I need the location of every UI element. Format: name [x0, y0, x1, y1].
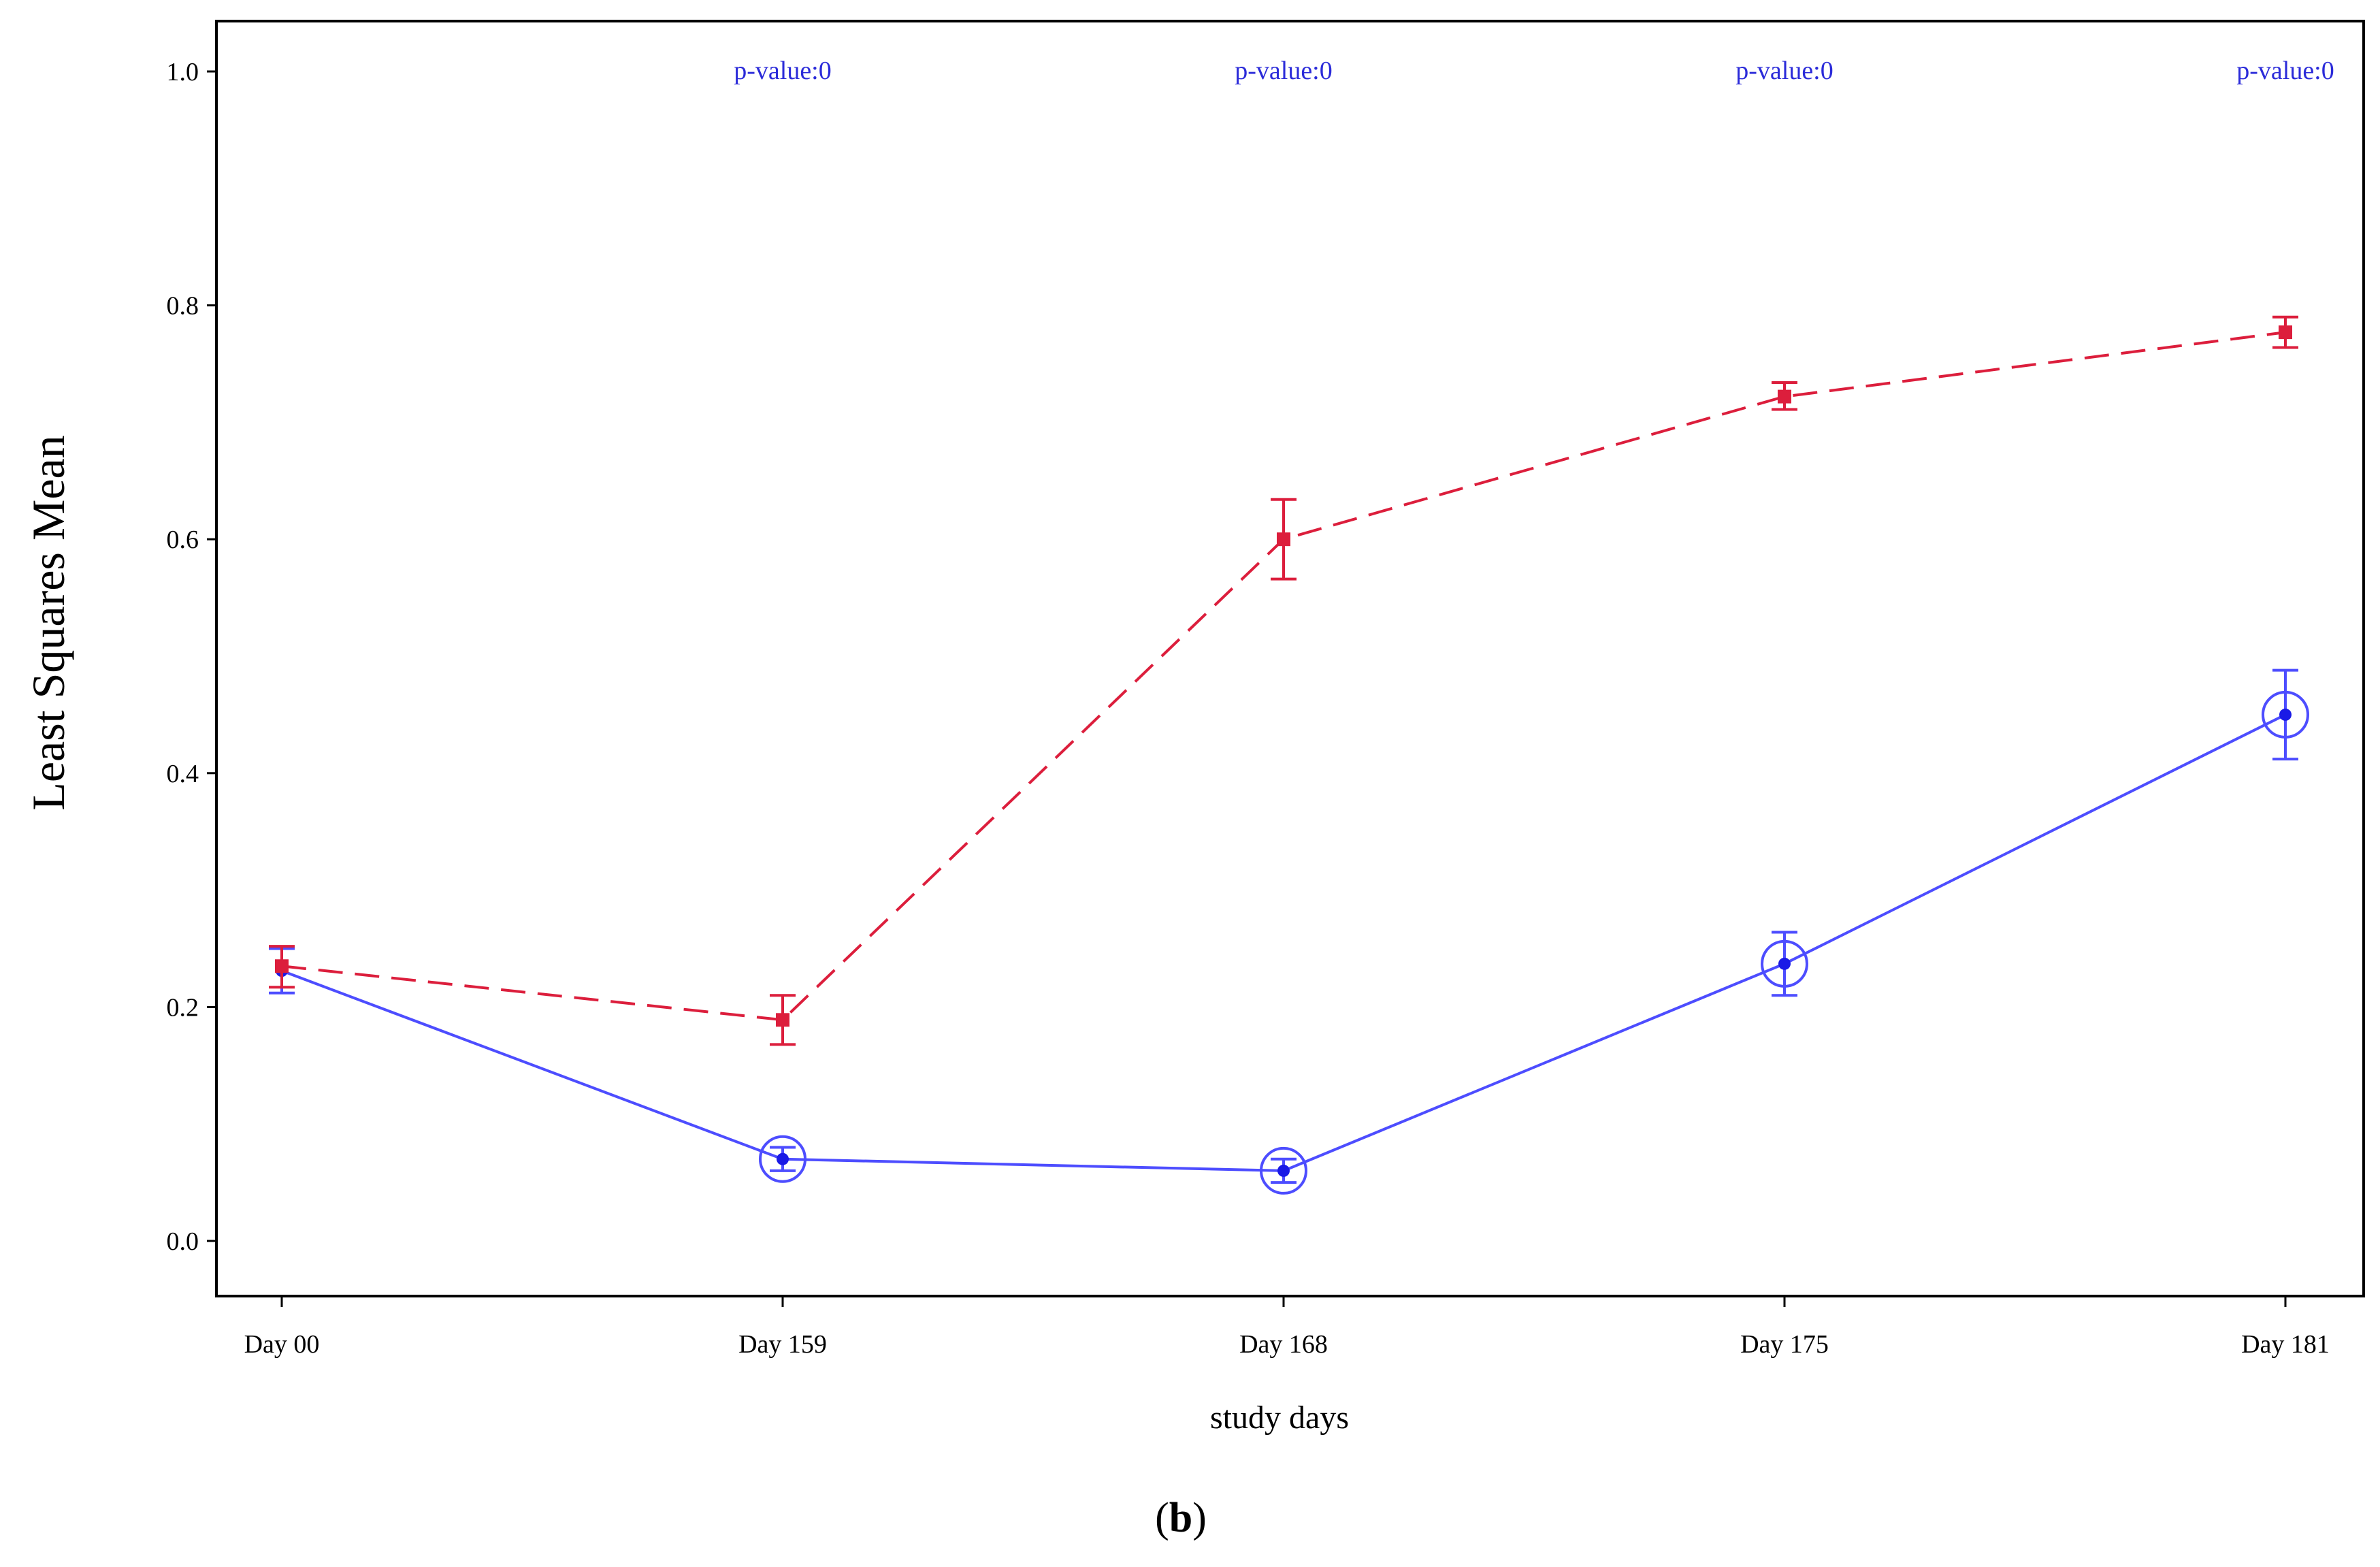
- data-series: [269, 315, 2309, 1195]
- panel-label-close: ): [1192, 1495, 1207, 1541]
- highlight-ring: [2262, 690, 2309, 739]
- data-point-square: [2279, 325, 2292, 340]
- y-tick-label: 0.8: [167, 292, 199, 321]
- y-tick-label: 0.4: [167, 760, 199, 788]
- data-point-dot: [1277, 1164, 1290, 1177]
- data-point-dot: [2279, 708, 2292, 721]
- p-value-label: p-value:0: [2236, 56, 2334, 85]
- x-tick-label: Day 181: [2241, 1330, 2330, 1359]
- panel-label-letter: b: [1169, 1495, 1192, 1541]
- series-line: [281, 331, 2286, 1022]
- data-point-square: [776, 1013, 789, 1027]
- x-tick-label: Day 175: [1740, 1330, 1829, 1359]
- x-tick-label: Day 159: [738, 1330, 827, 1359]
- y-tick-label: 0.0: [167, 1227, 199, 1256]
- x-tick-label: Day 00: [244, 1330, 320, 1359]
- series-line: [281, 713, 2286, 1172]
- data-point-square: [1778, 389, 1791, 404]
- p-value-label: p-value:0: [1235, 56, 1333, 85]
- y-tick-label: 0.2: [167, 993, 199, 1022]
- p-value-label: p-value:0: [1735, 56, 1833, 85]
- series-blue-solid: [269, 668, 2309, 1195]
- x-axis-title: study days: [1210, 1400, 1349, 1436]
- y-tick-label: 0.6: [167, 526, 199, 554]
- p-value-label: p-value:0: [734, 56, 832, 85]
- data-point-square: [1277, 532, 1290, 547]
- highlight-ring: [1761, 939, 1808, 988]
- y-tick-label: 1.0: [167, 58, 199, 86]
- panel-label-open: (: [1155, 1495, 1169, 1541]
- data-point-dot: [1778, 957, 1791, 970]
- y-axis-title: Least Squares Mean: [22, 435, 74, 810]
- data-point-dot: [777, 1152, 789, 1165]
- highlight-ring: [1260, 1146, 1307, 1195]
- x-axis: Day 00 Day 159 Day 168 Day 175 Day 181: [244, 1296, 2330, 1359]
- panel-label: (b): [1155, 1495, 1207, 1541]
- highlight-ring: [759, 1135, 806, 1183]
- y-axis: 0.0 0.2 0.4 0.6 0.8 1.0: [167, 58, 216, 1256]
- x-tick-label: Day 168: [1239, 1330, 1328, 1359]
- data-point-square: [275, 959, 289, 973]
- series-red-dashed: [269, 315, 2298, 1046]
- plot-frame: [215, 20, 2365, 1297]
- p-value-annotations: p-value:0 p-value:0 p-value:0 p-value:0: [734, 56, 2334, 85]
